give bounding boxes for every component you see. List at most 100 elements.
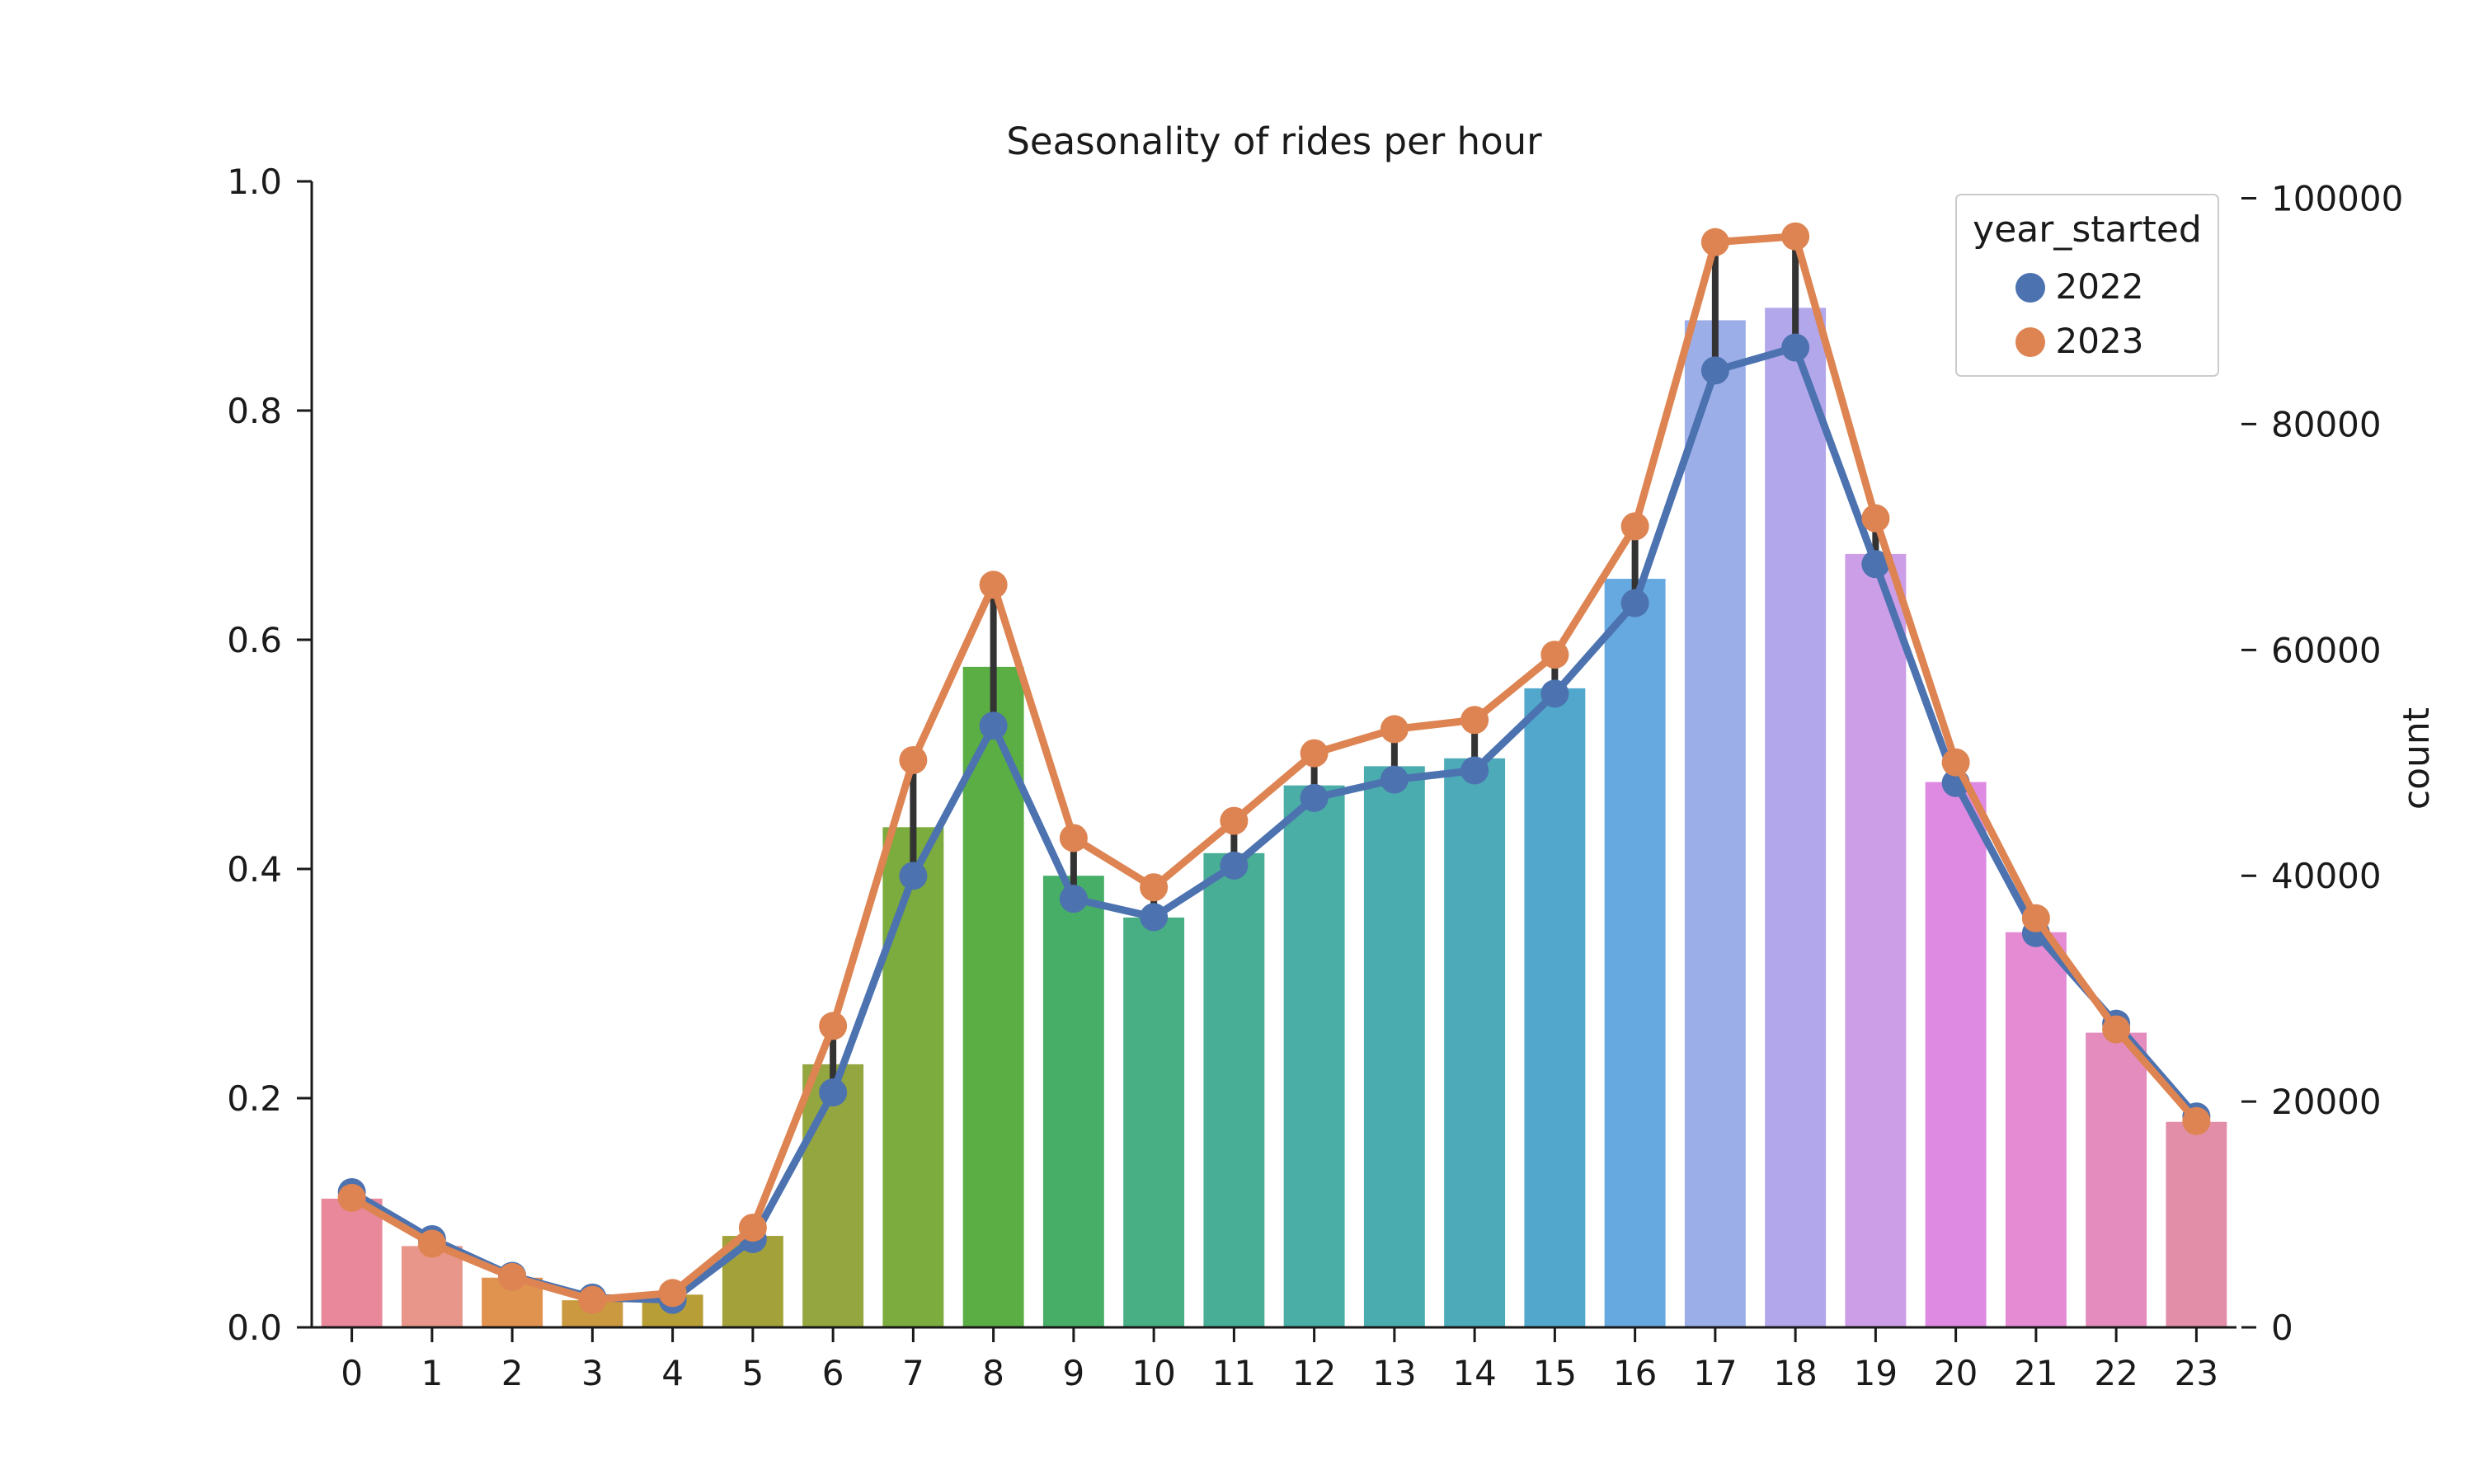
- point-2023-hour-18: [1781, 222, 1810, 251]
- point-2022-hour-13: [1380, 765, 1409, 794]
- point-2022-hour-6: [819, 1078, 848, 1107]
- axes-layer: 0.00.20.40.60.81.00 1 2 3 4 5 6 7 8 9 10 11 12 13 14 15…: [227, 162, 2438, 1393]
- bar-hour-15: [1524, 688, 1586, 1327]
- point-2023-hour-20: [1941, 748, 1970, 777]
- point-2023-hour-23: [2182, 1106, 2211, 1135]
- bar-hour-22: [2086, 1032, 2147, 1327]
- x-tick-label-22: 22: [2094, 1353, 2138, 1393]
- point-2022-hour-9: [1059, 885, 1088, 913]
- point-2022-hour-7: [899, 862, 928, 890]
- point-2023-hour-9: [1059, 824, 1088, 852]
- y-tick-label-0.2: 0.2: [227, 1078, 282, 1119]
- point-2023-hour-4: [658, 1279, 687, 1308]
- legend-marker-2022: [2015, 273, 2045, 303]
- x-tick-label-13: 13: [1372, 1353, 1416, 1393]
- point-2023-hour-15: [1540, 641, 1569, 669]
- point-2023-hour-11: [1220, 806, 1249, 835]
- x-tick-label-14: 14: [1452, 1353, 1496, 1393]
- x-tick-label-15: 15: [1533, 1353, 1577, 1393]
- bar-hour-21: [2005, 932, 2067, 1327]
- bar-hour-1: [401, 1246, 463, 1327]
- bar-hour-7: [882, 827, 944, 1327]
- point-2023-hour-5: [738, 1214, 767, 1242]
- x-tick-label-20: 20: [1934, 1353, 1978, 1393]
- x-tick-label-17: 17: [1693, 1353, 1737, 1393]
- y2-tick-label-100000: 100000: [2271, 179, 2403, 219]
- legend-label-2023: 2023: [2056, 321, 2144, 361]
- x-tick-label-23: 23: [2175, 1353, 2218, 1393]
- point-2022-hour-15: [1540, 679, 1569, 708]
- point-2022-hour-17: [1700, 356, 1729, 385]
- legend-marker-2023: [2015, 327, 2045, 357]
- chart-title: Seasonality of rides per hour: [1006, 120, 1542, 163]
- y-tick-label-1.0: 1.0: [227, 162, 282, 202]
- bar-hour-16: [1604, 579, 1666, 1327]
- point-2022-hour-19: [1861, 550, 1890, 579]
- bar-hour-12: [1283, 785, 1345, 1327]
- x-tick-label-16: 16: [1613, 1353, 1657, 1393]
- bar-hour-20: [1925, 782, 1987, 1327]
- point-2023-hour-21: [2021, 904, 2050, 932]
- bar-hour-13: [1363, 766, 1425, 1327]
- point-2023-hour-13: [1380, 715, 1409, 744]
- bar-hour-17: [1684, 320, 1746, 1327]
- y2-tick-label-20000: 20000: [2271, 1082, 2382, 1122]
- y-tick-label-0.4: 0.4: [227, 849, 282, 890]
- point-2023-hour-7: [899, 745, 928, 774]
- y2-axis-label: count: [2396, 707, 2438, 810]
- bar-hour-23: [2166, 1121, 2227, 1327]
- point-2023-hour-14: [1460, 706, 1489, 735]
- x-tick-label-18: 18: [1773, 1353, 1817, 1393]
- point-2023-hour-0: [337, 1183, 366, 1212]
- point-2023-hour-8: [979, 571, 1008, 599]
- point-2022-hour-11: [1220, 851, 1249, 880]
- x-tick-label-2: 2: [501, 1353, 524, 1393]
- bar-hour-0: [321, 1198, 383, 1327]
- series-layer: [337, 222, 2211, 1314]
- bar-hour-9: [1042, 876, 1104, 1327]
- y2-tick-label-60000: 60000: [2271, 630, 2382, 670]
- bar-hour-14: [1444, 758, 1506, 1327]
- x-tick-label-11: 11: [1212, 1353, 1256, 1393]
- x-tick-label-4: 4: [661, 1353, 684, 1393]
- point-2023-hour-2: [498, 1262, 527, 1291]
- x-tick-label-9: 9: [1063, 1353, 1085, 1393]
- x-tick-label-10: 10: [1131, 1353, 1175, 1393]
- legend: year_started 2022 2023: [1955, 194, 2219, 377]
- x-tick-label-12: 12: [1292, 1353, 1336, 1393]
- x-tick-label-8: 8: [982, 1353, 1004, 1393]
- point-2022-hour-10: [1140, 903, 1169, 932]
- y-tick-label-0.8: 0.8: [227, 391, 282, 431]
- bar-hour-10: [1123, 917, 1185, 1327]
- bar-hour-6: [802, 1064, 864, 1327]
- point-2023-hour-10: [1140, 873, 1169, 902]
- x-tick-label-0: 0: [341, 1353, 363, 1393]
- y2-tick-label-0: 0: [2271, 1308, 2293, 1348]
- point-2022-hour-18: [1781, 333, 1810, 362]
- y2-tick-label-40000: 40000: [2271, 856, 2382, 896]
- point-2023-hour-22: [2102, 1015, 2131, 1044]
- x-tick-label-5: 5: [742, 1353, 764, 1393]
- x-tick-label-7: 7: [902, 1353, 924, 1393]
- point-2023-hour-12: [1300, 739, 1329, 768]
- x-tick-label-3: 3: [581, 1353, 604, 1393]
- point-2023-hour-1: [417, 1229, 446, 1258]
- point-2022-hour-12: [1300, 783, 1329, 812]
- bar-hour-19: [1845, 553, 1907, 1327]
- point-2022-hour-14: [1460, 756, 1489, 785]
- point-2022-hour-8: [979, 711, 1008, 740]
- y-tick-label-0.6: 0.6: [227, 620, 282, 660]
- point-2022-hour-16: [1620, 589, 1649, 618]
- bars-layer: [321, 308, 2227, 1328]
- y2-tick-label-80000: 80000: [2271, 404, 2382, 444]
- point-2023-hour-6: [819, 1012, 848, 1040]
- legend-title: year_started: [1973, 209, 2202, 251]
- x-tick-label-1: 1: [421, 1353, 444, 1393]
- bar-hour-18: [1765, 308, 1827, 1328]
- point-2023-hour-17: [1700, 228, 1729, 256]
- point-2023-hour-16: [1620, 512, 1649, 541]
- point-2023-hour-3: [578, 1285, 607, 1314]
- legend-label-2022: 2022: [2056, 266, 2144, 307]
- x-tick-label-6: 6: [822, 1353, 844, 1393]
